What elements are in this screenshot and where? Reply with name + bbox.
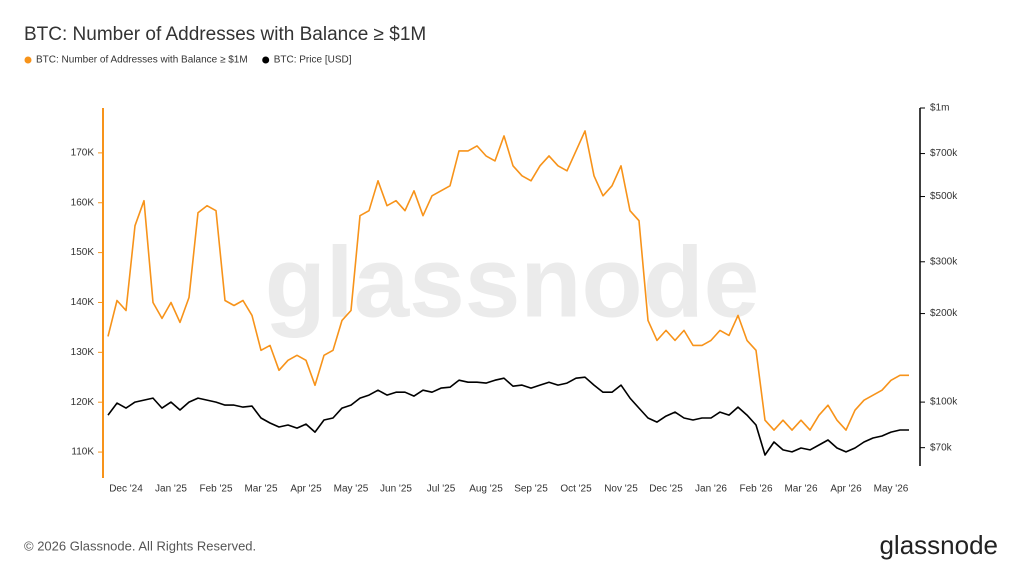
x-tick-label: Apr '26 — [830, 484, 862, 495]
x-tick-label: Dec '25 — [649, 484, 683, 495]
footer: © 2026 Glassnode. All Rights Reserved. — [24, 538, 256, 553]
y-tick-label: 130K — [71, 347, 95, 358]
y-tick-label: 120K — [71, 397, 95, 408]
y-tick-label: 150K — [71, 247, 95, 258]
legend-marker — [24, 56, 32, 64]
x-tick-label: Jan '26 — [695, 484, 727, 495]
x-tick-label: Apr '25 — [290, 484, 322, 495]
x-tick-label: Mar '26 — [784, 484, 817, 495]
x-tick-label: Aug '25 — [469, 484, 503, 495]
x-tick-label: Nov '25 — [604, 484, 638, 495]
y2-tick-label: $1m — [930, 103, 949, 114]
x-tick-label: Mar '25 — [244, 484, 277, 495]
watermark: glassnode — [265, 226, 760, 338]
y2-tick-label: $700k — [930, 148, 958, 159]
x-tick-label: Sep '25 — [514, 484, 548, 495]
legend-label: BTC: Number of Addresses with Balance ≥ … — [36, 55, 248, 66]
y-tick-label: 160K — [71, 197, 95, 208]
x-tick-label: Jan '25 — [155, 484, 187, 495]
y-tick-label: 140K — [71, 297, 95, 308]
x-tick-label: Dec '24 — [109, 484, 143, 495]
y2-tick-label: $500k — [930, 191, 958, 202]
y2-tick-label: $70k — [930, 442, 953, 453]
x-tick-label: Jul '25 — [427, 484, 456, 495]
legend-label: BTC: Price [USD] — [274, 55, 352, 66]
series-line — [107, 376, 909, 456]
x-tick-label: May '25 — [334, 484, 369, 495]
y2-tick-label: $200k — [930, 308, 958, 319]
y-tick-label: 110K — [71, 447, 94, 458]
y-tick-label: 170K — [71, 148, 95, 159]
legend-marker — [262, 56, 270, 64]
logo: glassnode — [879, 530, 998, 560]
chart-title: BTC: Number of Addresses with Balance ≥ … — [24, 24, 426, 45]
y2-tick-label: $300k — [930, 256, 958, 267]
y2-tick-label: $100k — [930, 397, 958, 408]
x-tick-label: Feb '25 — [199, 484, 232, 495]
x-tick-label: Feb '26 — [739, 484, 772, 495]
x-tick-label: Jun '25 — [380, 484, 412, 495]
x-tick-label: Oct '25 — [560, 484, 592, 495]
x-tick-label: May '26 — [874, 484, 909, 495]
series-line — [107, 130, 909, 431]
